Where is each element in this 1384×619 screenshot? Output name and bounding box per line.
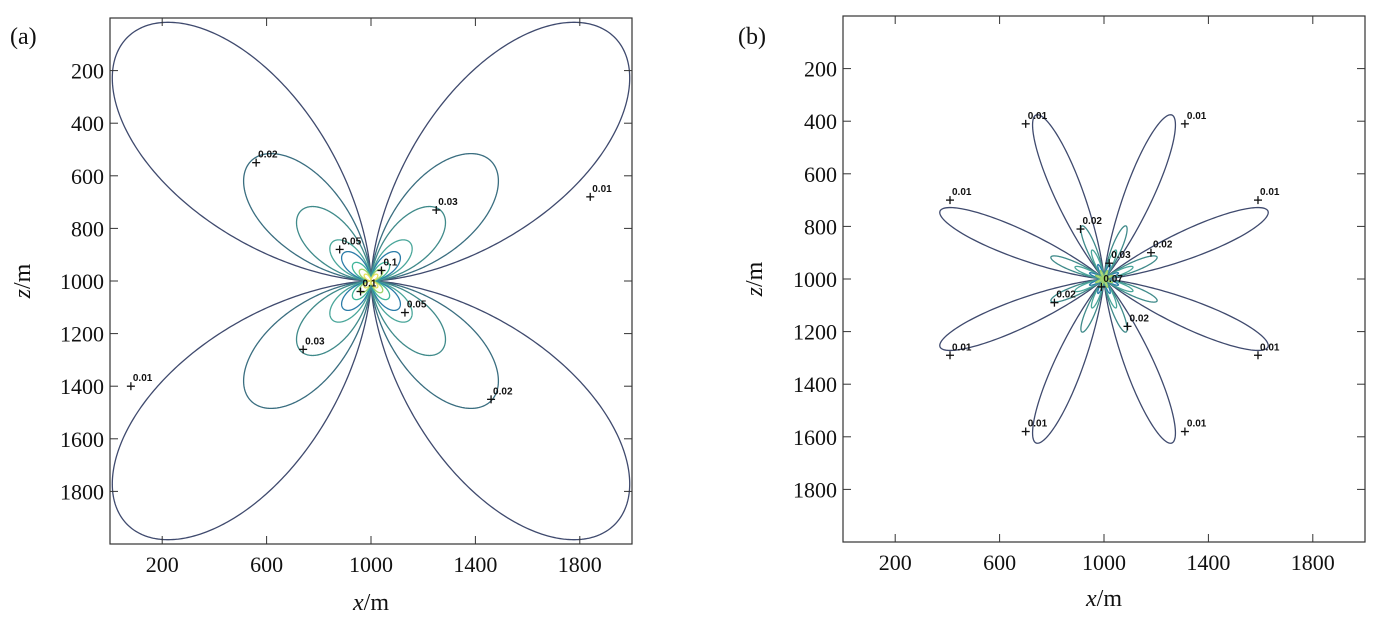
contour-label: 0.1 (363, 279, 377, 290)
contour-label: 0.03 (438, 197, 458, 208)
panel-b: (b) 200 600 1000 1400 1800 200 400 600 800 1000 1… (738, 15, 1366, 612)
contour-lines-b (939, 114, 1269, 444)
x-tick-labels-a: 200 600 1000 1400 1800 (146, 552, 602, 577)
y-tick-label: 800 (804, 214, 837, 239)
x-tick-label: 200 (146, 552, 179, 577)
x-axis-var-b: x (1085, 586, 1097, 612)
contour-line (363, 273, 379, 289)
contour-label: 0.01 (952, 187, 972, 198)
contour-label: 0.05 (342, 236, 362, 247)
contour-label: 0.05 (407, 300, 427, 311)
y-tick-label: 1000 (793, 267, 837, 292)
x-tick-label: 200 (879, 550, 912, 575)
contour-markers-a: 0.02 0.01 0.03 0.05 0.1 0.1 0.05 0.03 0.01 0.02 (126, 150, 612, 404)
x-tick-label: 600 (250, 552, 283, 577)
contour-label: 0.01 (1187, 111, 1207, 122)
contour-markers-b: 0.01 0.01 0.01 0.01 0.02 0.02 0.03 0.07 0.02 0.02… (946, 111, 1280, 436)
y-tick-label: 1600 (793, 425, 837, 450)
y-tick-label: 200 (71, 59, 104, 84)
x-tick-label: 1400 (1186, 550, 1230, 575)
contour-label: 0.01 (1260, 342, 1280, 353)
ticks-a (110, 18, 632, 544)
x-axis-label-a: x/m (352, 590, 389, 616)
contour-label: 0.02 (1129, 313, 1149, 324)
contour-label: 0.01 (952, 342, 972, 353)
y-axis-label-a: z/m (10, 263, 36, 299)
contour-label: 0.01 (1028, 419, 1048, 430)
y-axis-label-b: z/m (742, 261, 768, 297)
y-axis-var-b: z (742, 286, 768, 297)
x-tick-label: 1000 (349, 552, 393, 577)
panel-label-a: (a) (10, 24, 37, 50)
contour-label: 0.01 (1028, 111, 1048, 122)
y-tick-label: 400 (71, 111, 104, 136)
x-tick-labels-b: 200 600 1000 1400 1800 (879, 550, 1335, 575)
y-axis-unit-b: /m (742, 261, 768, 287)
y-tick-label: 1400 (793, 372, 837, 397)
y-tick-labels-a: 200 400 600 800 1000 1200 1400 1600 1800 (60, 59, 104, 505)
y-axis-unit-a: /m (10, 263, 36, 289)
contour-label: 0.03 (1111, 250, 1131, 261)
y-tick-label: 600 (804, 162, 837, 187)
contour-lines-a (111, 21, 631, 541)
y-axis-var-a: z (10, 288, 36, 299)
contour-label: 0.02 (1083, 216, 1103, 227)
contour-label: 0.02 (258, 150, 278, 161)
contour-label: 0.02 (1056, 290, 1076, 301)
contour-label: 0.01 (592, 184, 612, 195)
y-tick-label: 400 (804, 109, 837, 134)
y-tick-label: 1000 (60, 269, 104, 294)
contour-label: 0.02 (493, 386, 513, 397)
contour-label: 0.03 (305, 336, 325, 347)
contour-label: 0.1 (383, 257, 397, 268)
panel-label-b: (b) (738, 24, 766, 50)
x-axis-label-b: x/m (1085, 586, 1122, 612)
contour-label: 0.01 (1187, 419, 1207, 430)
x-axis-unit-b: /m (1097, 586, 1123, 612)
x-tick-label: 600 (983, 550, 1016, 575)
x-tick-label: 1800 (1291, 550, 1335, 575)
y-tick-label: 200 (804, 57, 837, 82)
y-tick-label: 1400 (60, 374, 104, 399)
y-tick-label: 600 (71, 164, 104, 189)
x-axis-var-a: x (352, 590, 364, 616)
ticks-b (843, 16, 1365, 542)
x-tick-label: 1400 (453, 552, 497, 577)
contour-label: 0.01 (1260, 187, 1280, 198)
y-tick-label: 1800 (60, 479, 104, 504)
y-tick-label: 1600 (60, 427, 104, 452)
y-tick-label: 800 (71, 216, 104, 241)
x-axis-unit-a: /m (364, 590, 390, 616)
y-tick-label: 1200 (60, 322, 104, 347)
y-tick-label: 1200 (793, 320, 837, 345)
contour-label: 0.02 (1153, 240, 1173, 251)
x-tick-label: 1800 (558, 552, 602, 577)
y-tick-label: 1800 (793, 477, 837, 502)
contour-label: 0.01 (133, 373, 153, 384)
y-tick-labels-b: 200 400 600 800 1000 1200 1400 1600 1800 (793, 57, 837, 503)
contour-label: 0.07 (1103, 274, 1123, 285)
contour-line (1094, 269, 1114, 289)
panel-a: (a) 200 600 1000 1400 1800 200 400 600 800 1000 1… (10, 17, 633, 616)
x-tick-label: 1000 (1082, 550, 1126, 575)
